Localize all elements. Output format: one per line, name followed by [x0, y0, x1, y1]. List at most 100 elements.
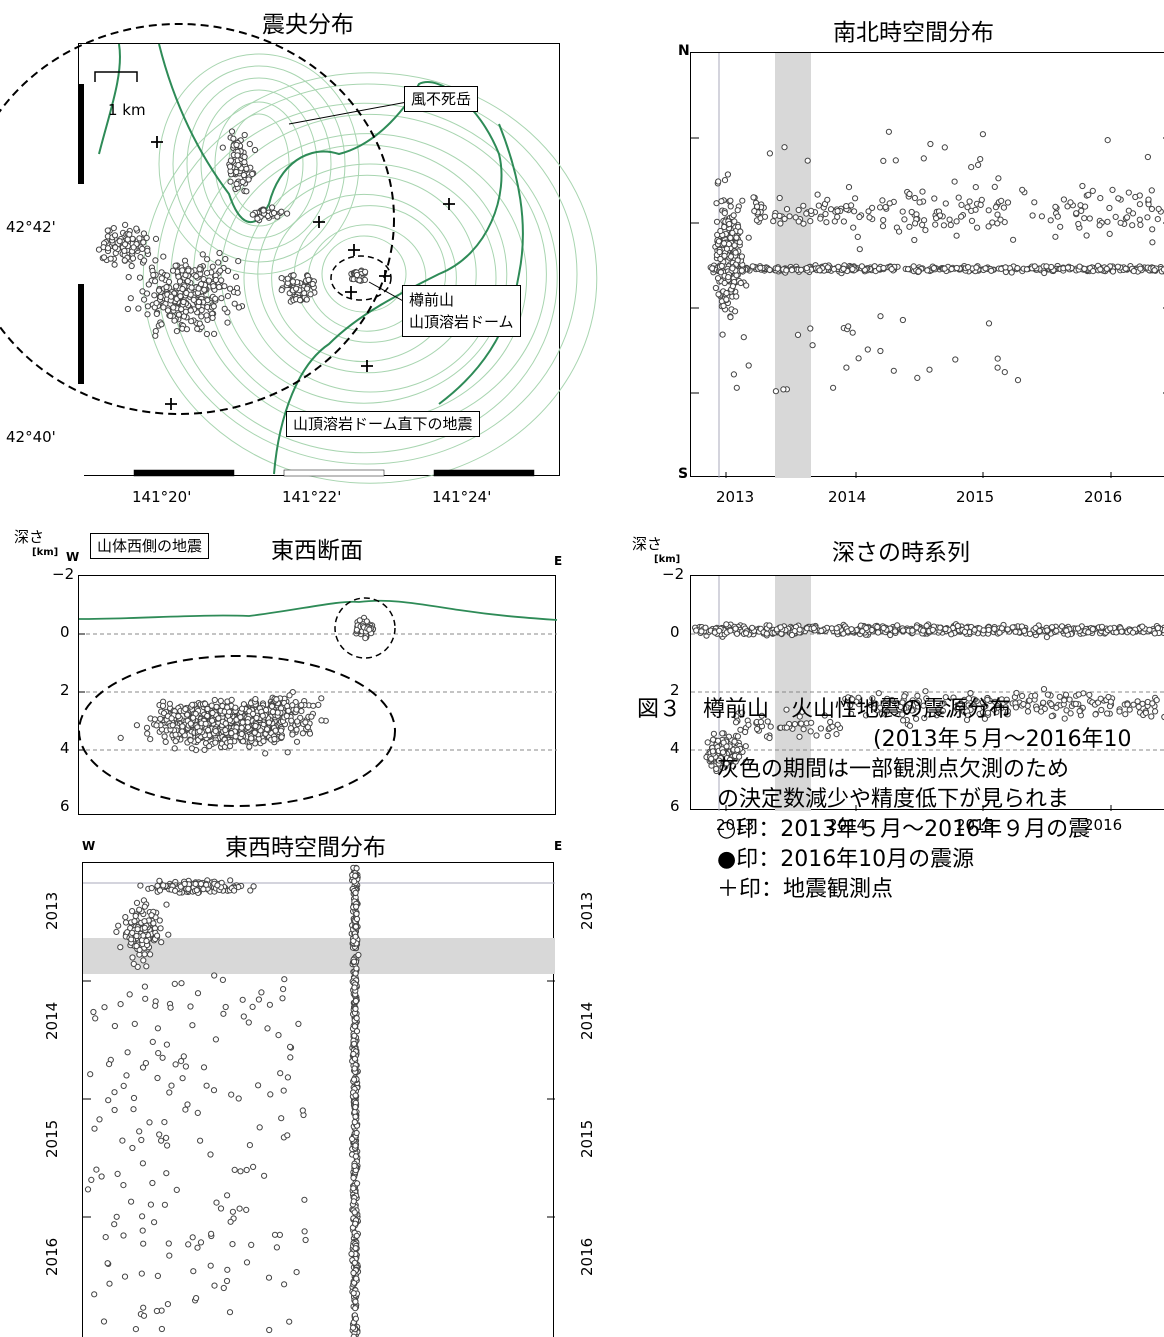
west-flank-hypocenter	[911, 194, 918, 202]
dome-hypocenter	[350, 1324, 357, 1331]
west-flank-hypocenter	[197, 880, 205, 887]
west-flank-hypocenter	[113, 928, 120, 936]
dome-hypocenter	[1002, 264, 1009, 271]
west-flank-hypocenter	[834, 721, 841, 728]
west-flank-hypocenter	[302, 1236, 309, 1244]
west-flank-hypocenter	[156, 1131, 163, 1138]
west-flank-hypocenter	[172, 731, 179, 738]
west-flank-hypocenter	[856, 246, 863, 253]
west-flank-hypocenter	[732, 308, 739, 315]
axis-bar	[78, 84, 84, 184]
west-flank-hypocenter	[808, 207, 815, 214]
west-flank-hypocenter	[235, 1095, 242, 1102]
ewt-ytick-r-2014: 2014	[578, 1001, 596, 1040]
west-flank-hypocenter	[723, 245, 731, 252]
dome-hypocenter	[351, 958, 358, 965]
west-flank-hypocenter	[880, 157, 887, 165]
west-flank-hypocenter	[178, 1058, 185, 1065]
west-flank-hypocenter	[139, 1213, 146, 1220]
west-flank-hypocenter	[957, 700, 964, 707]
west-flank-hypocenter	[183, 289, 190, 297]
west-flank-hypocenter	[194, 1109, 201, 1116]
west-flank-hypocenter	[796, 713, 803, 720]
ns-time-title: 南北時空間分布	[833, 20, 994, 46]
west-flank-hypocenter	[906, 223, 913, 230]
west-flank-hypocenter	[739, 709, 746, 716]
west-flank-hypocenter	[920, 702, 927, 709]
west-flank-hypocenter	[783, 724, 790, 731]
dome-hypocenter	[1048, 624, 1056, 631]
axis-bar	[78, 184, 84, 284]
west-flank-hypocenter	[817, 215, 824, 222]
west-flank-hypocenter	[919, 188, 926, 195]
west-flank-hypocenter	[136, 274, 144, 281]
axis-bar	[433, 469, 535, 477]
west-flank-hypocenter	[781, 215, 788, 222]
west-flank-hypocenter	[883, 701, 890, 709]
west-flank-hypocenter	[134, 926, 141, 933]
dome-hypocenter	[351, 1162, 358, 1169]
west-flank-hypocenter	[124, 1049, 131, 1056]
west-flank-hypocenter	[715, 178, 722, 185]
west-flank-hypocenter	[958, 213, 965, 220]
west-flank-hypocenter	[249, 1003, 256, 1010]
west-flank-hypocenter	[278, 1115, 285, 1122]
west-flank-hypocenter	[133, 932, 140, 940]
west-flank-hypocenter	[734, 746, 741, 753]
west-flank-hypocenter	[921, 714, 928, 722]
west-flank-hypocenter	[977, 156, 984, 163]
west-flank-hypocenter	[965, 695, 972, 702]
dome-hypocenter	[353, 965, 360, 972]
ns-xtick-2015: 2015	[956, 488, 995, 506]
west-flank-hypocenter	[865, 208, 872, 215]
west-flank-hypocenter	[210, 303, 217, 310]
west-flank-hypocenter	[179, 267, 186, 274]
seismic-station-marker	[151, 136, 163, 148]
west-flank-hypocenter	[990, 706, 998, 713]
ns-xtick-2016: 2016	[1084, 488, 1123, 506]
west-flank-hypocenter	[209, 263, 216, 270]
missing-data-band	[775, 576, 811, 811]
west-flank-hypocenter	[250, 883, 257, 890]
dome-hypocenter	[352, 1104, 359, 1111]
west-flank-hypocenter	[260, 738, 267, 745]
west-flank-hypocenter	[231, 1166, 238, 1173]
west-flank-hypocenter	[733, 384, 740, 391]
dt-ytick-2: 2	[670, 681, 680, 699]
west-flank-hypocenter	[219, 144, 226, 151]
west-flank-hypocenter	[222, 255, 229, 263]
west-flank-hypocenter	[931, 195, 938, 202]
dome-hypocenter	[1151, 267, 1158, 274]
west-flank-hypocenter	[1104, 710, 1111, 717]
west-flank-hypocenter	[729, 229, 736, 236]
west-flank-hypocenter	[1149, 239, 1156, 246]
ns-s-label: S	[678, 466, 689, 482]
west-flank-hypocenter	[155, 1050, 162, 1057]
ew-w-label: W	[66, 550, 80, 564]
west-flank-hypocenter	[766, 150, 774, 157]
west-flank-hypocenter	[217, 267, 224, 274]
west-flank-hypocenter	[1040, 686, 1048, 693]
west-flank-hypocenter	[236, 1205, 243, 1212]
west-flank-hypocenter	[230, 135, 237, 142]
west-flank-hypocenter	[739, 197, 746, 204]
dome-hypocenter	[1014, 265, 1021, 272]
west-flank-hypocenter	[129, 929, 136, 937]
west-flank-hypocenter	[975, 161, 982, 169]
west-flank-hypocenter	[299, 730, 306, 737]
dome-hypocenter	[349, 1135, 356, 1143]
west-flank-hypocenter	[908, 707, 915, 714]
west-flank-hypocenter	[932, 221, 939, 228]
west-flank-hypocenter	[112, 244, 119, 251]
ew-section-plot	[78, 597, 558, 807]
dome-hypocenter	[1074, 625, 1082, 632]
west-flank-hypocenter	[1107, 698, 1114, 705]
west-flank-hypocenter	[901, 216, 908, 223]
west-flank-hypocenter	[157, 715, 164, 722]
west-flank-hypocenter	[710, 730, 717, 737]
west-flank-hypocenter	[140, 230, 148, 237]
west-flank-hypocenter	[156, 917, 163, 924]
west-flank-hypocenter	[166, 1252, 173, 1259]
west-flank-hypocenter	[813, 732, 820, 739]
west-flank-hypocenter	[855, 355, 862, 362]
